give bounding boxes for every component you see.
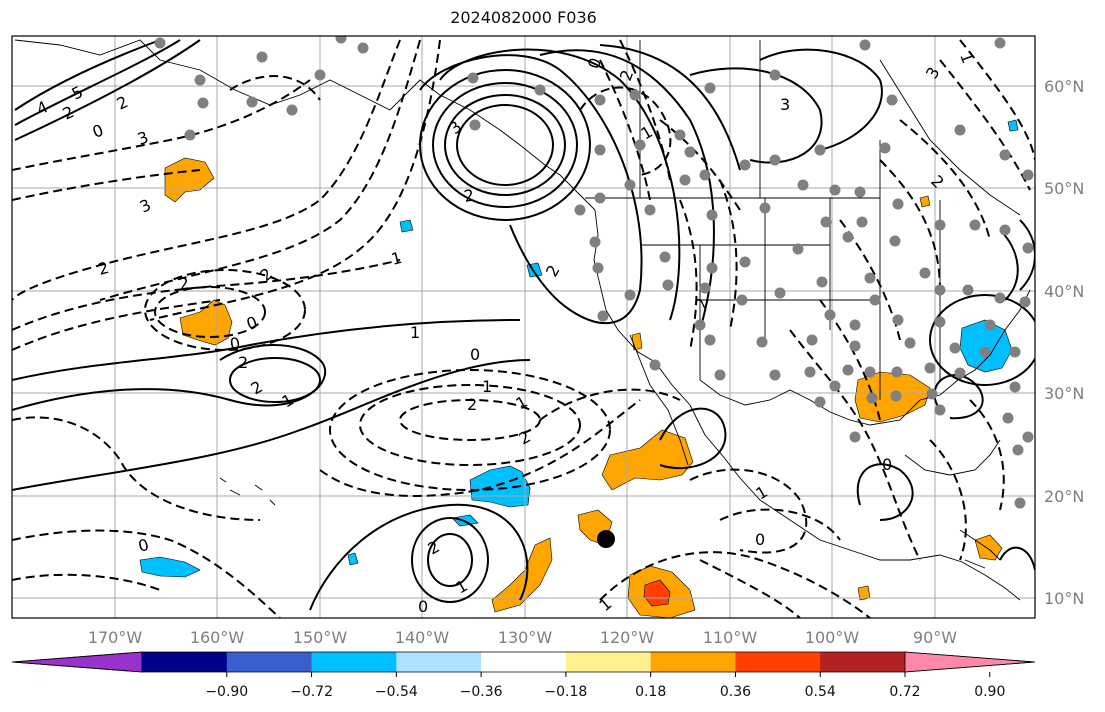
contour-label: 1 bbox=[513, 392, 531, 414]
warm-region bbox=[601, 429, 694, 491]
lon-label: 150°W bbox=[293, 628, 348, 647]
colorbar-segment bbox=[142, 652, 228, 672]
lon-label: 140°W bbox=[395, 628, 450, 647]
colorbar-tick-label: 0.54 bbox=[805, 684, 836, 700]
contour-label: 1 bbox=[482, 377, 492, 396]
colorbar-tick-label: −0.72 bbox=[290, 684, 333, 700]
contour-label: 2 bbox=[238, 353, 248, 372]
observation-stations bbox=[154, 36, 1034, 509]
contour-label: 0 bbox=[584, 55, 605, 71]
coastlines bbox=[14, 39, 1031, 601]
warm-region bbox=[164, 157, 215, 203]
latitude-labels: 60°N 50°N 40°N 30°N 20°N 10°N bbox=[1044, 77, 1084, 608]
cold-region bbox=[1007, 119, 1019, 132]
colorbar-tick-label: 0.72 bbox=[889, 684, 920, 700]
contour-label: 0 bbox=[882, 455, 892, 474]
shading-layer bbox=[139, 119, 1019, 618]
lat-label: 30°N bbox=[1044, 384, 1084, 403]
lon-label: 130°W bbox=[498, 628, 553, 647]
colorbar-tick-label: 0.90 bbox=[974, 684, 1005, 700]
colorbar-segment bbox=[481, 652, 567, 672]
warm-region bbox=[974, 534, 1003, 561]
colorbar: −0.90 −0.72 −0.54 −0.36 −0.18 0.18 0.36 0.54 0.7… bbox=[11, 651, 1036, 700]
contour-label: 1 bbox=[595, 594, 615, 615]
colorbar-tick-label: −0.18 bbox=[544, 684, 587, 700]
contour-label: 2 bbox=[60, 102, 77, 124]
contour-label: 0 bbox=[228, 333, 241, 353]
warm-region bbox=[919, 195, 931, 208]
contour-label: 0 bbox=[755, 530, 765, 549]
cold-region bbox=[347, 552, 359, 566]
map-frame bbox=[11, 35, 1036, 619]
colorbar-frame bbox=[11, 651, 1036, 673]
colorbar-tick-label: −0.90 bbox=[205, 684, 248, 700]
contour-label: 3 bbox=[922, 64, 944, 82]
colorbar-segment bbox=[820, 652, 906, 672]
warm-region bbox=[491, 537, 553, 613]
contour-label: 0 bbox=[90, 120, 106, 141]
storm-center-marker bbox=[597, 530, 615, 548]
contour-label: 1 bbox=[410, 323, 420, 342]
contour-label: 2 bbox=[927, 171, 948, 192]
colorbar-segment bbox=[565, 652, 652, 672]
colorbar-segment bbox=[650, 652, 736, 672]
contour-label: 1 bbox=[956, 50, 977, 66]
cold-region bbox=[139, 556, 201, 578]
lon-label: 160°W bbox=[190, 628, 245, 647]
contour-label: 1 bbox=[753, 482, 771, 504]
graticule bbox=[12, 36, 1035, 618]
cold-region bbox=[399, 219, 414, 233]
contour-label: 0 bbox=[136, 535, 151, 556]
contours-dashed bbox=[12, 39, 1035, 618]
contour-label: 2 bbox=[467, 395, 477, 414]
colorbar-segment bbox=[735, 652, 821, 672]
contour-label: 2 bbox=[96, 258, 111, 279]
longitude-labels: 170°W 160°W 150°W 140°W 130°W 120°W 110°… bbox=[88, 628, 957, 647]
colorbar-tick-label: 0.18 bbox=[635, 684, 666, 700]
lon-label: 120°W bbox=[600, 628, 655, 647]
lat-label: 40°N bbox=[1044, 282, 1084, 301]
colorbar-tick-label: −0.54 bbox=[375, 684, 418, 700]
contour-labels: 4 5 3 2 0 2 3 2 1 0 1 0 2 1 3 2 3 2 2 0 … bbox=[34, 50, 978, 616]
lat-label: 10°N bbox=[1044, 589, 1084, 608]
colorbar-tick-label: 0.36 bbox=[720, 684, 751, 700]
lat-label: 20°N bbox=[1044, 487, 1084, 506]
map-title: 2024082000 F036 bbox=[450, 8, 597, 27]
contour-label: 5 bbox=[69, 82, 86, 104]
contour-label: 0 bbox=[244, 312, 260, 333]
contour-label: 1 bbox=[453, 576, 471, 598]
contour-label: 2 bbox=[425, 537, 443, 559]
colorbar-segment bbox=[311, 652, 397, 672]
contour-label: 0 bbox=[418, 597, 428, 616]
lon-label: 90°W bbox=[913, 628, 957, 647]
contour-label: 2 bbox=[691, 295, 712, 311]
lat-label: 60°N bbox=[1044, 77, 1084, 96]
colorbar-segment bbox=[226, 652, 313, 672]
contour-label: 1 bbox=[389, 248, 404, 269]
contour-label: 3 bbox=[137, 195, 154, 217]
contour-label: 0 bbox=[470, 345, 480, 364]
colorbar-extend-high bbox=[904, 651, 1036, 673]
colorbar-segment bbox=[396, 652, 482, 672]
lon-label: 110°W bbox=[703, 628, 758, 647]
hot-region bbox=[643, 579, 671, 607]
contour-label: 2 bbox=[542, 262, 564, 280]
contours-solid bbox=[12, 39, 1035, 611]
contour-label: 2 bbox=[177, 273, 190, 293]
contour-label: 3 bbox=[780, 95, 790, 114]
lon-label: 100°W bbox=[805, 628, 860, 647]
contour-label: 2 bbox=[248, 377, 266, 399]
lon-label: 170°W bbox=[88, 628, 143, 647]
lat-label: 50°N bbox=[1044, 179, 1084, 198]
contour-label: 2 bbox=[462, 185, 475, 205]
colorbar-extend-low bbox=[11, 651, 143, 673]
contour-label: 2 bbox=[114, 92, 131, 114]
colorbar-tick-label: −0.36 bbox=[460, 684, 503, 700]
